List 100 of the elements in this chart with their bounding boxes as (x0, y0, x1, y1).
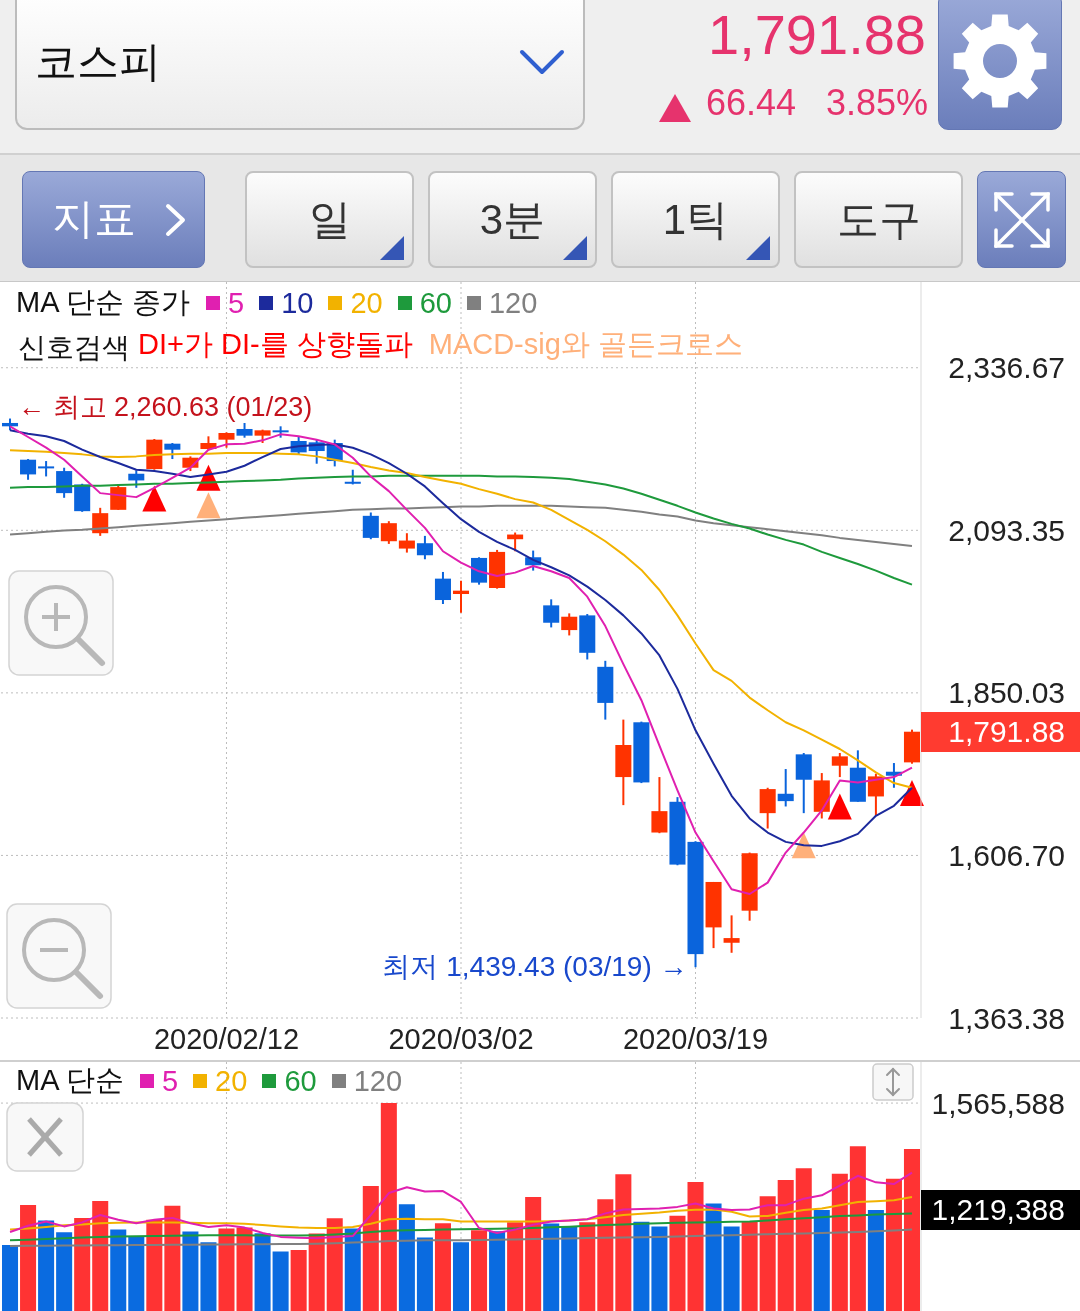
candlestick (651, 776, 668, 835)
y-tick-label: 1,606.70 (948, 838, 1065, 872)
candlestick (398, 532, 415, 554)
bar (272, 1251, 289, 1311)
legend-title: MA 단순 종가 (16, 285, 191, 320)
legend-label: 60 (419, 286, 452, 320)
bar (507, 1222, 524, 1311)
legend-label: 10 (281, 286, 314, 320)
legend-label: 120 (353, 1064, 403, 1098)
text: 66.44 (706, 82, 797, 123)
point (827, 793, 852, 820)
text: 1,791.88 (948, 715, 1065, 748)
candlestick (561, 612, 578, 637)
legend-label: 20 (215, 1064, 248, 1098)
y-tick-label: 1,850.03 (948, 676, 1065, 710)
candlestick (434, 570, 451, 606)
bar (2, 1245, 19, 1311)
legend-label: 5 (161, 1064, 179, 1098)
candlestick (723, 914, 740, 954)
line-series (9, 504, 913, 547)
bar (849, 1146, 866, 1311)
bar (452, 1242, 470, 1311)
legend-label: 60 (284, 1064, 317, 1098)
bar (200, 1242, 217, 1311)
button: 3분 (428, 171, 597, 268)
bar (146, 1219, 163, 1311)
bar (308, 1233, 325, 1311)
legend-title: MA 단순 (16, 1063, 124, 1098)
button: 일 (245, 171, 414, 268)
bar (471, 1230, 488, 1311)
candlestick (362, 511, 379, 541)
chart-title: 코스피 (35, 38, 161, 85)
candlestick (20, 458, 37, 481)
bar (795, 1168, 812, 1311)
bar (74, 1217, 91, 1311)
bar (633, 1221, 650, 1311)
bar (110, 1229, 127, 1311)
point (791, 832, 816, 859)
bar (903, 1149, 920, 1311)
x-tick-label: 2020/03/19 (622, 1023, 769, 1055)
annotation: 최저 1,439.43 (03/19) → (382, 951, 688, 983)
x-tick-label: 2020/03/02 (388, 1023, 534, 1055)
bar (723, 1226, 740, 1311)
bar (759, 1196, 776, 1311)
bar (777, 1180, 794, 1311)
text: 1,219,388 (931, 1193, 1065, 1226)
bar (813, 1210, 830, 1311)
bar (56, 1232, 73, 1311)
bar (164, 1205, 181, 1311)
button: 도구 (794, 171, 963, 268)
bar (651, 1226, 668, 1311)
bar (597, 1199, 614, 1311)
candlestick (416, 534, 433, 561)
candlestick (110, 483, 127, 511)
bar (254, 1233, 271, 1311)
bar (434, 1223, 451, 1311)
bar (579, 1222, 596, 1311)
candlestick (56, 466, 73, 499)
bar (218, 1228, 235, 1311)
annotation: 신호검색 (18, 332, 130, 363)
legend-label: 120 (488, 286, 538, 320)
x-tick-label: 2020/02/12 (153, 1023, 300, 1055)
text: MACD-sig와 골든크로스 (428, 327, 743, 362)
bar (525, 1197, 542, 1311)
bar (489, 1231, 506, 1311)
bar (236, 1227, 253, 1311)
bar (380, 1103, 397, 1311)
text: DI+가 DI-를 상향돌파 (138, 327, 413, 362)
bar (705, 1203, 722, 1311)
bar (543, 1223, 560, 1311)
point (142, 485, 167, 512)
button: 1틱 (611, 171, 780, 268)
bar (615, 1174, 632, 1311)
candlestick (543, 598, 560, 629)
button: 지표 (22, 171, 205, 268)
y-tick-label: 2,093.35 (948, 513, 1065, 547)
candlestick (831, 752, 848, 779)
bar (92, 1200, 109, 1311)
bar (416, 1237, 433, 1311)
candlestick (92, 506, 109, 537)
y-tick-label: 1,565,588 (931, 1086, 1065, 1120)
point (196, 492, 221, 519)
text: 1,791.88 (708, 3, 926, 66)
candlestick (777, 768, 794, 808)
bar (362, 1186, 379, 1311)
text: 3.85% (825, 82, 928, 123)
bar (182, 1231, 199, 1311)
bar (669, 1215, 686, 1311)
bar (741, 1221, 758, 1311)
bar (867, 1210, 884, 1311)
bar (398, 1204, 415, 1311)
legend-label: 5 (228, 286, 245, 320)
bar (885, 1178, 902, 1311)
bar (128, 1236, 145, 1311)
y-tick-label: 1,363.38 (948, 1001, 1065, 1035)
y-tick-label: 2,336.67 (948, 351, 1065, 385)
bar (831, 1173, 848, 1311)
bar (290, 1249, 307, 1311)
candlestick (380, 520, 397, 545)
bar (687, 1182, 704, 1311)
